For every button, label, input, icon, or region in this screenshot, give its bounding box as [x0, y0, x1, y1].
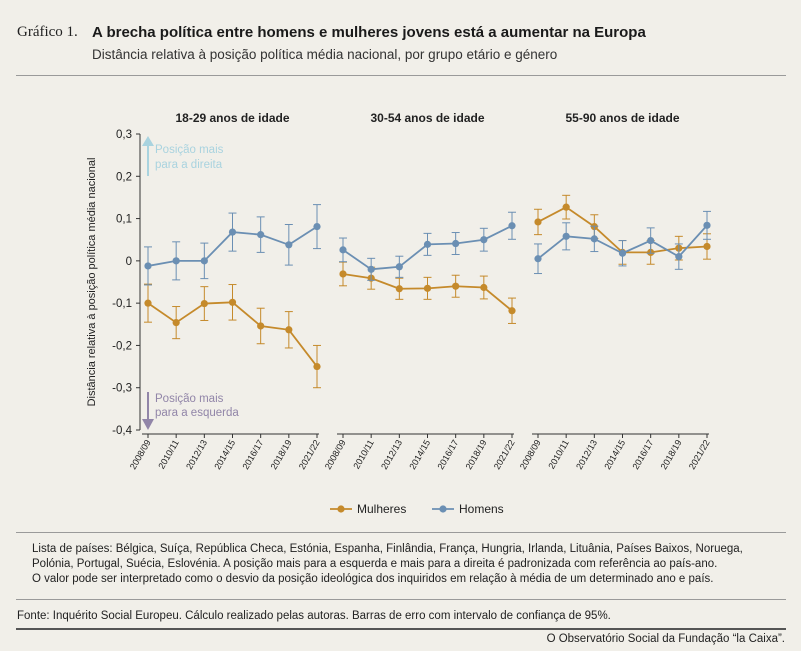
y-axis-title: Distância relativa à posição política mé…: [86, 158, 98, 407]
annotation-down-line: Posição mais: [155, 393, 224, 405]
chart-divider: [16, 532, 786, 533]
annotation-down-line: para a esquerda: [155, 407, 239, 419]
data-point: [703, 242, 711, 251]
y-tick-label: -0,1: [112, 298, 132, 310]
data-point: [452, 282, 460, 290]
data-point: [508, 222, 516, 230]
data-point: [423, 240, 432, 248]
x-tick-label: 2021/22: [492, 438, 517, 471]
legend-marker: [337, 505, 345, 513]
annotation-up-line: para a direita: [155, 159, 223, 171]
data-point: [508, 307, 516, 315]
data-point: [423, 284, 432, 292]
data-point: [618, 249, 627, 257]
data-point: [480, 283, 488, 292]
note-line: Lista de países: Bélgica, Suíça, Repúbli…: [32, 543, 743, 555]
annotation-up-line: Posição mais: [155, 144, 224, 156]
figure-number: Gráfico 1.: [17, 24, 78, 40]
x-tick-label: 2021/22: [297, 438, 322, 471]
y-tick-label: 0,3: [116, 129, 132, 141]
credit-line: O Observatório Social da Fundação “la Ca…: [546, 633, 785, 645]
x-tick-label: 2016/17: [240, 438, 265, 471]
x-tick-label: 2018/19: [464, 438, 489, 471]
x-tick-label: 2021/22: [687, 438, 712, 471]
x-tick-label: 2012/13: [379, 438, 404, 471]
arrow-up-head-icon: [142, 136, 154, 146]
y-tick-label: -0,3: [112, 383, 132, 395]
footer-divider: [16, 628, 786, 630]
data-point: [257, 322, 265, 330]
data-point: [313, 223, 321, 231]
y-tick-label: 0,1: [116, 214, 132, 226]
data-point: [144, 262, 152, 270]
x-tick-label: 2010/11: [156, 438, 181, 471]
data-point: [452, 239, 460, 248]
data-point: [228, 228, 237, 236]
legend-marker: [439, 505, 447, 513]
panel-title: 55-90 anos de idade: [565, 111, 679, 125]
data-point: [339, 246, 347, 254]
panel-title: 18-29 anos de idade: [175, 111, 289, 125]
figure-title: A brecha política entre homens e mulhere…: [92, 24, 646, 41]
data-point: [228, 298, 237, 306]
y-tick-label: -0,2: [112, 340, 132, 352]
x-tick-label: 2008/09: [128, 438, 153, 471]
legend-label: Homens: [459, 502, 504, 516]
data-point: [285, 326, 293, 334]
note-line: O valor pode ser interpretado como o des…: [32, 573, 714, 585]
x-tick-label: 2016/17: [435, 438, 460, 471]
figure-subtitle: Distância relativa à posição política mé…: [92, 47, 558, 62]
data-point: [562, 232, 570, 240]
data-point: [395, 263, 403, 271]
x-tick-label: 2014/15: [407, 438, 432, 471]
y-tick-label: 0: [126, 256, 132, 268]
x-tick-label: 2014/15: [602, 438, 627, 471]
x-tick-label: 2018/19: [269, 438, 294, 471]
data-point: [144, 299, 152, 307]
x-tick-label: 2008/09: [518, 438, 543, 471]
source-note: Fonte: Inquérito Social Europeu. Cálculo…: [17, 610, 611, 622]
panel-title: 30-54 anos de idade: [370, 111, 484, 125]
data-point: [590, 235, 598, 243]
x-tick-label: 2012/13: [184, 438, 209, 471]
data-point: [703, 221, 711, 229]
data-point: [562, 203, 570, 211]
data-point: [285, 241, 293, 249]
data-point: [200, 257, 208, 265]
y-tick-label: -0,4: [112, 425, 132, 437]
y-tick-label: 0,2: [116, 171, 132, 183]
chart-notes: Lista de países: Bélgica, Suíça, Repúbli…: [32, 542, 792, 587]
data-point: [534, 255, 542, 263]
data-point: [200, 299, 208, 308]
data-point: [534, 218, 542, 226]
data-point: [313, 362, 321, 371]
x-tick-label: 2014/15: [212, 438, 237, 471]
header-divider: [16, 75, 786, 76]
data-point: [172, 318, 180, 327]
data-point: [367, 265, 375, 273]
notes-divider: [16, 599, 786, 600]
figure-header: Gráfico 1. A brecha política entre homen…: [0, 0, 801, 76]
data-point: [257, 231, 265, 239]
arrow-down-head-icon: [142, 419, 154, 430]
note-line: Polónia, Portugal, Suécia, Eslovénia. A …: [32, 558, 718, 570]
data-point: [647, 236, 655, 245]
data-point: [339, 270, 347, 278]
legend-label: Mulheres: [357, 502, 406, 516]
x-tick-label: 2010/11: [546, 438, 571, 471]
x-tick-label: 2018/19: [659, 438, 684, 471]
x-tick-label: 2010/11: [351, 438, 376, 471]
data-point: [675, 253, 683, 261]
data-point: [480, 236, 488, 244]
data-point: [172, 257, 180, 265]
x-tick-label: 2012/13: [574, 438, 599, 471]
x-tick-label: 2008/09: [323, 438, 348, 471]
chart: 0,3 0,2 0,1 0 -0,1 -0,2 -0,3 -0,4 Distância rela…: [86, 111, 712, 516]
x-tick-label: 2016/17: [630, 438, 655, 471]
data-point: [395, 285, 403, 293]
